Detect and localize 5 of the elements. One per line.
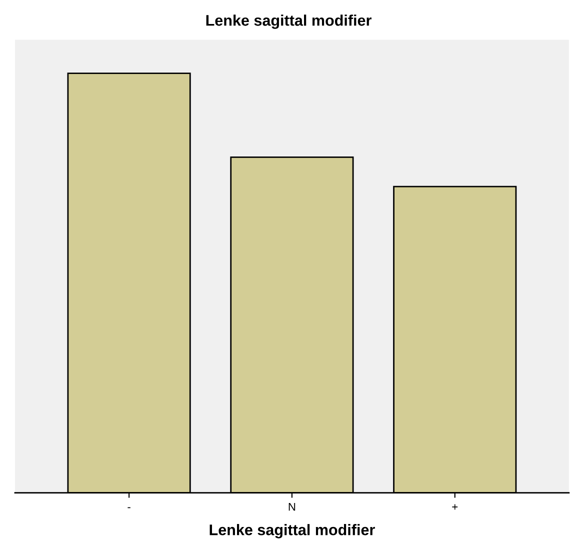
x-tick-label: N: [288, 502, 296, 511]
x-axis-title: Lenke sagittal modifier: [210, 524, 375, 538]
x-tick-label: +: [452, 504, 458, 510]
chart-title: Lenke sagittal modifier: [206, 14, 372, 29]
x-tick-label: -: [128, 507, 130, 508]
